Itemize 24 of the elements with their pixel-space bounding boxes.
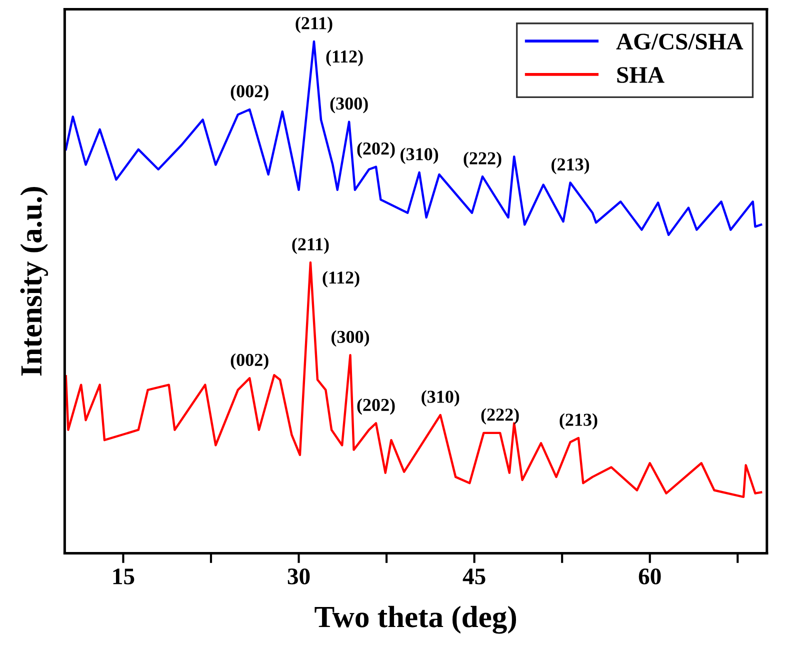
x-tick-label: 60 — [638, 568, 661, 584]
x-axis-title: Two theta (deg) — [314, 606, 516, 634]
annotation: (211) — [292, 238, 329, 254]
annotation: (112) — [322, 270, 360, 288]
annotation: (310) — [400, 148, 438, 164]
y-axis-title: Intensity (a.u.) — [20, 187, 48, 376]
annotation: (002) — [230, 353, 268, 370]
x-tick-label: 30 — [288, 568, 310, 584]
annotation: (300) — [332, 330, 370, 347]
annotation: (222) — [464, 152, 502, 168]
x-tick-label: 15 — [113, 568, 134, 584]
annotation: (002) — [230, 84, 268, 102]
annotation: (202) — [357, 142, 395, 158]
annotation: (202) — [357, 398, 395, 415]
x-tick-label: 45 — [462, 568, 486, 584]
annotation: (310) — [422, 390, 460, 407]
annotation: (213) — [560, 413, 598, 430]
annotation: (222) — [481, 408, 519, 424]
annotation: (211) — [296, 16, 332, 33]
legend-label: AG/CS/SHA — [616, 34, 744, 50]
annotation: (112) — [326, 50, 363, 66]
annotation: (300) — [330, 96, 368, 114]
annotation: (213) — [552, 158, 590, 174]
legend-label: SHA — [617, 67, 664, 83]
